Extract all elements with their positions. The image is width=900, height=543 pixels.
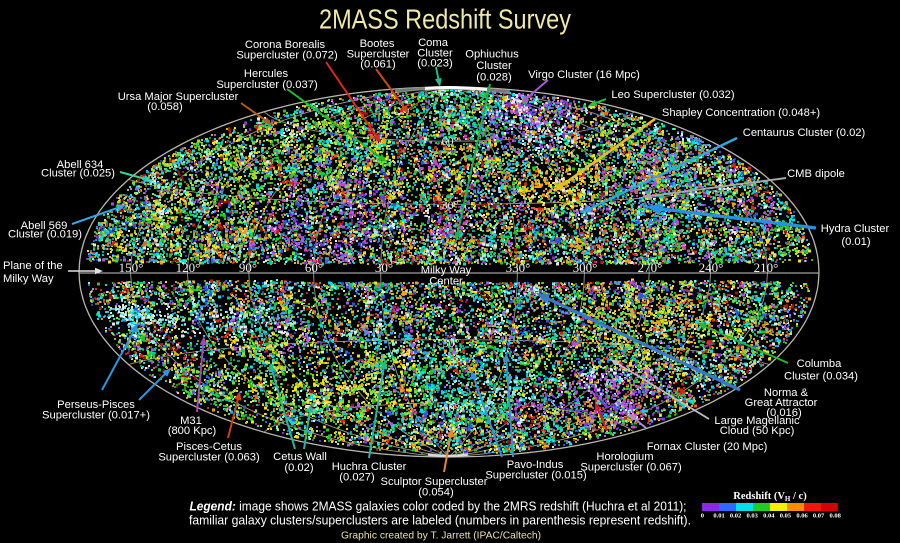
svg-text:Shapley Concentration (0.048+): Shapley Concentration (0.048+) (662, 107, 821, 119)
svg-text:Cluster (0.034): Cluster (0.034) (784, 371, 858, 383)
svg-text:0: 0 (701, 513, 704, 520)
svg-text:60°: 60° (305, 260, 323, 275)
svg-text:Cluster: Cluster (417, 48, 453, 60)
svg-text:(800 Kpc): (800 Kpc) (168, 425, 217, 437)
svg-text:0.04: 0.04 (763, 513, 775, 520)
svg-text:0.03: 0.03 (747, 513, 759, 520)
svg-text:M31: M31 (180, 415, 202, 427)
svg-text:0.01: 0.01 (713, 513, 724, 520)
svg-text:270°: 270° (638, 260, 663, 275)
svg-text:Center: Center (429, 276, 463, 288)
svg-text:Great Attractor: Great Attractor (745, 397, 818, 409)
svg-text:Abell 634: Abell 634 (57, 159, 104, 171)
svg-text:Milky Way: Milky Way (3, 273, 54, 285)
svg-text:Cluster: Cluster (476, 60, 512, 72)
svg-text:(0.016): (0.016) (766, 407, 802, 419)
svg-text:0.05: 0.05 (780, 513, 792, 520)
svg-text:Pisces-Cetus: Pisces-Cetus (176, 441, 242, 453)
svg-text:CMB dipole: CMB dipole (787, 168, 845, 180)
svg-text:150°: 150° (119, 260, 144, 275)
svg-text:0.02: 0.02 (730, 513, 741, 520)
svg-text:0.06: 0.06 (796, 513, 808, 520)
svg-text:210°: 210° (754, 260, 779, 275)
svg-text:Cloud (50 Kpc): Cloud (50 Kpc) (720, 425, 795, 437)
svg-text:(0.01): (0.01) (841, 236, 870, 248)
svg-text:Supercluster (0.037): Supercluster (0.037) (216, 79, 318, 91)
svg-text:90°: 90° (239, 260, 257, 275)
svg-text:0.08: 0.08 (830, 513, 842, 520)
svg-text:Virgo Cluster (16 Mpc): Virgo Cluster (16 Mpc) (528, 69, 640, 81)
svg-text:300°: 300° (573, 260, 598, 275)
svg-text:Perseus-Pisces: Perseus-Pisces (57, 399, 135, 411)
svg-text:Ursa Major Supercluster: Ursa Major Supercluster (118, 91, 239, 103)
svg-text:Sculptor Supercluster: Sculptor Supercluster (381, 476, 488, 488)
svg-text:Supercluster (0.017+): Supercluster (0.017+) (42, 410, 150, 422)
svg-text:(0.028): (0.028) (476, 72, 512, 84)
svg-text:120°: 120° (176, 260, 201, 275)
svg-text:60°: 60° (442, 134, 459, 148)
svg-text:(0.054): (0.054) (418, 487, 454, 499)
svg-text:Bootes: Bootes (360, 38, 395, 50)
svg-text:330°: 330° (506, 260, 531, 275)
svg-text:Supercluster: Supercluster (347, 49, 410, 61)
svg-text:Plane of the: Plane of the (3, 260, 63, 272)
svg-text:(0.023): (0.023) (417, 58, 453, 70)
svg-text:240°: 240° (699, 260, 724, 275)
svg-text:-60°: -60° (439, 401, 460, 415)
svg-text:Ophiuchus: Ophiuchus (465, 49, 519, 61)
svg-text:Centaurus Cluster (0.02): Centaurus Cluster (0.02) (743, 127, 866, 139)
svg-text:0.07: 0.07 (813, 513, 825, 520)
svg-text:(0.027): (0.027) (339, 472, 375, 484)
svg-text:30°: 30° (375, 260, 393, 275)
svg-text:(0.061): (0.061) (360, 59, 396, 71)
svg-text:Hercules: Hercules (244, 68, 289, 80)
svg-text:Supercluster (0.072): Supercluster (0.072) (236, 50, 338, 62)
svg-text:(0.02): (0.02) (284, 462, 313, 474)
svg-text:Supercluster (0.015): Supercluster (0.015) (485, 470, 587, 482)
svg-text:30°: 30° (442, 198, 459, 212)
svg-text:Pavo-Indus: Pavo-Indus (507, 459, 564, 471)
svg-text:Legend: image shows 2MASS gala: Legend: image shows 2MASS galaxies color… (190, 500, 687, 514)
svg-text:Cetus Wall: Cetus Wall (273, 451, 327, 463)
svg-text:Corona Borealis: Corona Borealis (245, 39, 326, 51)
svg-text:Norma &: Norma & (764, 387, 809, 399)
svg-text:Fornax Cluster (20 Mpc): Fornax Cluster (20 Mpc) (647, 441, 768, 453)
svg-text:Huchra Cluster: Huchra Cluster (332, 461, 407, 473)
svg-text:(0.058): (0.058) (147, 101, 183, 113)
svg-text:Cluster (0.025): Cluster (0.025) (41, 168, 115, 180)
svg-text:Horologium: Horologium (596, 451, 653, 463)
svg-text:Supercluster (0.067): Supercluster (0.067) (580, 462, 682, 474)
svg-text:Supercluster (0.063): Supercluster (0.063) (158, 452, 260, 464)
svg-text:Large Magellanic: Large Magellanic (714, 415, 800, 427)
svg-text:Redshift (VH / c): Redshift (VH / c) (733, 491, 807, 503)
svg-text:2MASS Redshift Survey: 2MASS Redshift Survey (319, 4, 571, 35)
svg-text:-30°: -30° (439, 336, 460, 350)
svg-text:Hydra Cluster: Hydra Cluster (821, 223, 890, 235)
svg-text:Leo Supercluster (0.032): Leo Supercluster (0.032) (611, 89, 734, 101)
svg-text:familiar galaxy clusters/super: familiar galaxy clusters/superclusters a… (189, 514, 691, 528)
svg-text:Milky Way: Milky Way (421, 265, 472, 277)
svg-text:Graphic created by T. Jarrett: Graphic created by T. Jarrett (IPAC/Calt… (341, 530, 541, 542)
svg-text:Abell 569: Abell 569 (21, 220, 68, 232)
svg-text:Columba: Columba (797, 358, 843, 370)
svg-text:Coma: Coma (418, 37, 449, 49)
svg-text:Cluster (0.019): Cluster (0.019) (8, 229, 82, 241)
